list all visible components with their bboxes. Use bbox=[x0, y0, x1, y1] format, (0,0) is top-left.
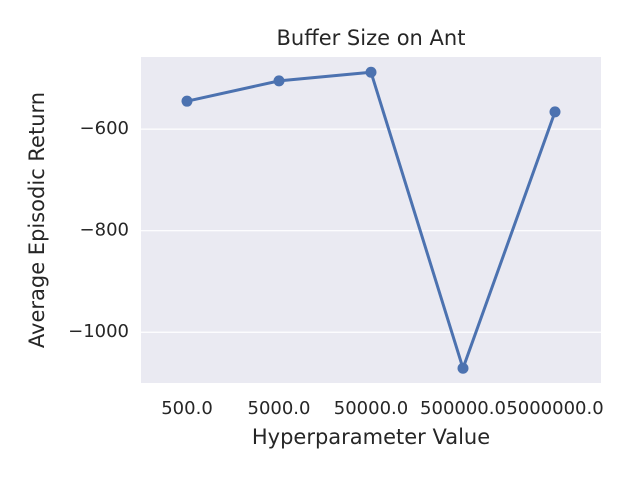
x-tick-label: 500000.0 bbox=[420, 398, 506, 419]
point bbox=[457, 362, 469, 374]
point bbox=[181, 95, 193, 107]
x-tick-label: 5000.0 bbox=[248, 398, 311, 419]
y-tick-label: −1000 bbox=[68, 321, 129, 342]
y-axis-label: Average Episodic Return bbox=[25, 92, 49, 348]
x-tick-label: 5000000.0 bbox=[506, 398, 603, 419]
x-tick-label: 500.0 bbox=[161, 398, 213, 419]
x-tick-label: 50000.0 bbox=[334, 398, 408, 419]
point bbox=[365, 66, 377, 78]
x-axis-label: Hyperparameter Value bbox=[252, 425, 490, 449]
point bbox=[273, 75, 285, 87]
chart-title: Buffer Size on Ant bbox=[277, 26, 466, 50]
point bbox=[549, 106, 561, 118]
plot-area bbox=[141, 57, 601, 383]
y-tick-label: −600 bbox=[80, 118, 129, 139]
y-tick-label: −800 bbox=[80, 220, 129, 241]
